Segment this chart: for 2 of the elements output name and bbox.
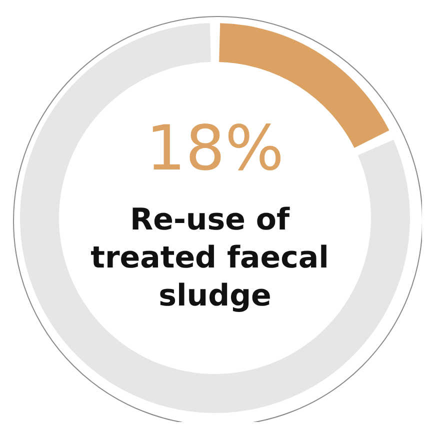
text: 18% (146, 112, 284, 184)
text: Re-use of treated faecal sludge (90, 202, 340, 314)
